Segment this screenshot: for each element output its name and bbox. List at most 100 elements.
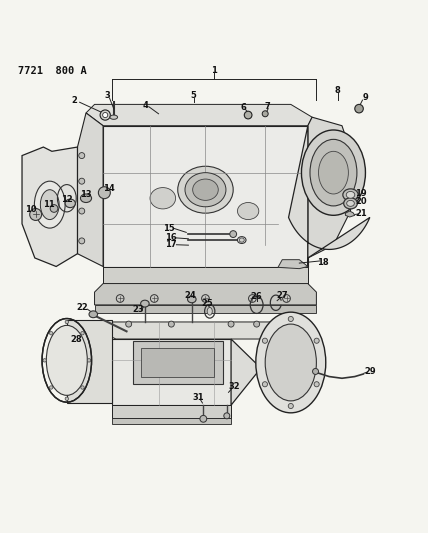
Polygon shape xyxy=(22,147,77,266)
Circle shape xyxy=(314,338,319,343)
Circle shape xyxy=(202,295,209,302)
Circle shape xyxy=(65,397,68,400)
Polygon shape xyxy=(142,348,214,377)
Text: 10: 10 xyxy=(25,205,36,214)
Ellipse shape xyxy=(344,198,357,209)
Ellipse shape xyxy=(178,166,233,213)
Text: 16: 16 xyxy=(166,233,177,242)
Polygon shape xyxy=(112,405,231,418)
Ellipse shape xyxy=(100,110,110,120)
Text: 17: 17 xyxy=(166,240,177,249)
Ellipse shape xyxy=(34,181,65,228)
Polygon shape xyxy=(231,317,325,409)
Text: 24: 24 xyxy=(184,291,196,300)
Circle shape xyxy=(49,386,53,389)
Text: 15: 15 xyxy=(163,224,175,232)
Text: 28: 28 xyxy=(71,335,83,344)
Circle shape xyxy=(43,359,46,362)
Text: 26: 26 xyxy=(251,292,262,301)
Circle shape xyxy=(262,382,268,387)
Ellipse shape xyxy=(80,194,92,203)
Ellipse shape xyxy=(40,190,59,220)
Ellipse shape xyxy=(65,199,75,208)
Ellipse shape xyxy=(343,189,358,201)
Text: 25: 25 xyxy=(201,299,213,308)
Polygon shape xyxy=(133,341,223,384)
Polygon shape xyxy=(103,126,308,266)
Ellipse shape xyxy=(265,324,316,401)
Polygon shape xyxy=(278,260,308,269)
Circle shape xyxy=(87,359,91,362)
Text: 20: 20 xyxy=(355,197,367,206)
Polygon shape xyxy=(112,418,231,424)
Polygon shape xyxy=(73,113,103,266)
Circle shape xyxy=(282,295,290,302)
Text: 6: 6 xyxy=(240,103,246,112)
Polygon shape xyxy=(288,126,370,258)
Ellipse shape xyxy=(239,238,244,242)
Circle shape xyxy=(355,104,363,113)
Ellipse shape xyxy=(347,200,354,206)
Circle shape xyxy=(262,111,268,117)
Circle shape xyxy=(168,321,174,327)
Ellipse shape xyxy=(256,312,326,413)
Text: 7721  800 A: 7721 800 A xyxy=(18,66,86,76)
Circle shape xyxy=(150,295,158,302)
Text: 3: 3 xyxy=(104,91,110,100)
Text: 19: 19 xyxy=(355,189,367,198)
Ellipse shape xyxy=(185,173,226,207)
Circle shape xyxy=(79,208,85,214)
Circle shape xyxy=(98,187,110,199)
Polygon shape xyxy=(112,339,231,405)
Text: 14: 14 xyxy=(103,184,115,193)
Ellipse shape xyxy=(346,191,355,198)
Circle shape xyxy=(244,111,252,119)
Ellipse shape xyxy=(238,237,246,244)
Ellipse shape xyxy=(230,231,237,238)
Circle shape xyxy=(312,368,318,375)
Text: 29: 29 xyxy=(364,367,375,376)
Polygon shape xyxy=(345,211,355,217)
Ellipse shape xyxy=(150,188,175,209)
Polygon shape xyxy=(99,322,303,339)
Circle shape xyxy=(200,415,207,422)
Circle shape xyxy=(65,320,68,324)
Circle shape xyxy=(79,238,85,244)
Circle shape xyxy=(288,403,293,409)
Ellipse shape xyxy=(187,296,196,303)
Text: 31: 31 xyxy=(193,393,204,402)
Circle shape xyxy=(314,382,319,387)
Ellipse shape xyxy=(141,300,149,307)
Ellipse shape xyxy=(318,151,348,194)
Circle shape xyxy=(249,295,256,302)
Ellipse shape xyxy=(301,130,366,215)
Circle shape xyxy=(126,321,132,327)
Ellipse shape xyxy=(207,308,212,315)
Text: 23: 23 xyxy=(132,305,144,313)
Ellipse shape xyxy=(89,311,98,318)
Text: 4: 4 xyxy=(143,101,149,110)
Text: 18: 18 xyxy=(317,258,329,266)
Text: 7: 7 xyxy=(265,102,270,110)
Circle shape xyxy=(79,152,85,158)
Circle shape xyxy=(288,317,293,321)
Circle shape xyxy=(81,332,84,335)
Polygon shape xyxy=(86,104,312,126)
Text: 21: 21 xyxy=(355,209,367,217)
Text: 27: 27 xyxy=(276,291,288,300)
Circle shape xyxy=(49,332,53,335)
Ellipse shape xyxy=(193,179,218,200)
Ellipse shape xyxy=(238,203,259,220)
Ellipse shape xyxy=(46,325,87,395)
Text: 1: 1 xyxy=(211,66,217,75)
Circle shape xyxy=(228,321,234,327)
Text: 32: 32 xyxy=(229,382,240,391)
Circle shape xyxy=(262,338,268,343)
Ellipse shape xyxy=(103,112,108,118)
Ellipse shape xyxy=(110,115,118,119)
Circle shape xyxy=(50,205,58,212)
Text: 22: 22 xyxy=(77,303,89,311)
Text: 12: 12 xyxy=(61,195,73,204)
Circle shape xyxy=(116,295,124,302)
Polygon shape xyxy=(67,320,112,403)
